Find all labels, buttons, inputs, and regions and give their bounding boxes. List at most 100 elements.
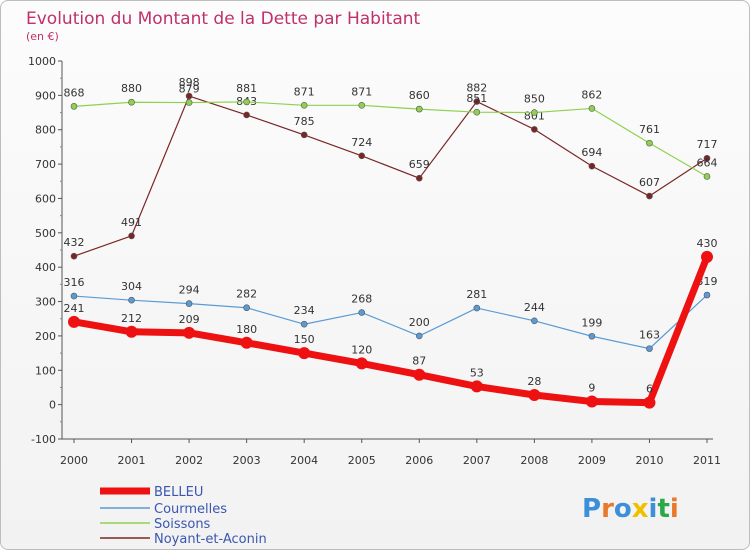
data-point [70, 292, 78, 300]
legend-label-soissons: Soissons [154, 517, 211, 532]
y-tick-label: 700 [35, 158, 56, 171]
data-point [240, 336, 253, 349]
data-label: 209 [179, 313, 200, 326]
data-label: 694 [581, 146, 602, 159]
series-belleu: 241 212 209 180 150 120 87 53 28 9 6 430 [64, 237, 718, 409]
data-label: 9 [588, 382, 595, 395]
logo-letter: r [601, 494, 614, 524]
data-label: 761 [639, 123, 660, 136]
data-label: 120 [351, 343, 372, 356]
data-point [646, 345, 653, 352]
data-point [68, 315, 80, 328]
data-point [185, 92, 193, 100]
data-label: 491 [121, 216, 142, 229]
data-point [473, 98, 481, 105]
data-label: 898 [179, 76, 200, 89]
data-point [243, 111, 250, 119]
data-label: 717 [697, 138, 718, 151]
data-point [300, 320, 308, 328]
data-label: 282 [236, 288, 257, 301]
data-point [128, 296, 135, 304]
data-label: 163 [639, 329, 660, 342]
data-point [358, 309, 366, 316]
proxiti-logo: Proxiti [582, 494, 679, 524]
data-point [300, 131, 308, 139]
data-point [70, 103, 78, 110]
logo-letter: t [657, 494, 669, 524]
y-tick-label: 1000 [28, 55, 56, 68]
data-label: 304 [121, 280, 142, 293]
data-point [358, 152, 366, 160]
data-point [415, 332, 423, 340]
data-label: 851 [466, 92, 487, 105]
x-tick-label: 2008 [520, 454, 548, 467]
data-point [415, 174, 423, 182]
data-label: 871 [351, 85, 372, 98]
data-label: 881 [236, 82, 257, 95]
data-label: 234 [294, 304, 315, 317]
data-label: 882 [466, 82, 487, 95]
data-point [585, 395, 598, 408]
y-tick-label: 800 [35, 124, 56, 137]
legend-label-courmelles: Courmelles [154, 502, 227, 517]
data-label: 200 [409, 316, 430, 329]
data-point [185, 300, 193, 307]
data-point [473, 108, 481, 116]
x-tick-label: 2011 [693, 454, 721, 467]
data-point [646, 192, 653, 200]
data-label: 664 [697, 156, 718, 169]
data-point [703, 173, 711, 180]
y-tick-label: 600 [35, 192, 56, 205]
series-line-belleu [73, 255, 711, 407]
y-tick-label: 100 [35, 364, 56, 377]
data-point [588, 332, 596, 340]
data-label: 430 [697, 237, 718, 250]
data-point [415, 105, 423, 113]
data-label: 871 [294, 85, 315, 98]
x-tick-label: 2003 [233, 454, 261, 467]
data-label: 850 [524, 93, 545, 106]
data-label: 241 [64, 302, 85, 315]
x-tick-label: 2004 [290, 454, 318, 467]
x-tick-label: 2000 [60, 454, 88, 467]
data-point [300, 102, 308, 109]
data-label: 607 [639, 176, 660, 189]
series-line-noyant-et-aconin [73, 95, 708, 257]
data-label: 785 [294, 115, 315, 128]
data-point [473, 304, 481, 312]
series-noyant-et-aconin: 432491898843785724659882801694607717 [64, 76, 718, 260]
data-point [470, 380, 483, 393]
x-tick-label: 2005 [348, 454, 376, 467]
data-point [298, 347, 311, 360]
data-label: 199 [581, 316, 602, 329]
data-label: 244 [524, 301, 545, 314]
data-label: 28 [527, 375, 541, 388]
x-tick-label: 2010 [635, 454, 663, 467]
y-tick-label: 200 [35, 330, 56, 343]
data-point [703, 291, 711, 299]
data-label: 150 [294, 333, 315, 346]
y-tick-label: 300 [35, 296, 56, 309]
data-point [243, 304, 250, 312]
data-point [588, 162, 596, 170]
series-soissons: 868 880 879 881 871 871 860 851 850 862 761 664 [64, 82, 718, 180]
data-point [531, 126, 538, 133]
data-point [531, 109, 538, 116]
data-label: 180 [236, 323, 257, 336]
chart-title: Evolution du Montant de la Dette par Hab… [26, 9, 421, 29]
legend-label-noyant-et-aconin: Noyant-et-Aconin [154, 532, 267, 547]
data-label: 294 [179, 284, 200, 297]
data-point [528, 389, 541, 402]
data-point [703, 154, 711, 162]
y-tick-label: 500 [35, 227, 56, 240]
data-point [183, 326, 196, 339]
x-tick-label: 2006 [405, 454, 433, 467]
data-label: 880 [121, 82, 142, 95]
logo-letter: i [670, 494, 679, 524]
data-label: 87 [412, 355, 426, 368]
chart-axes: -100 0 100 200 300 400 500 600 700 800 900 1000 2000… [28, 55, 721, 467]
data-label: 862 [581, 88, 602, 101]
